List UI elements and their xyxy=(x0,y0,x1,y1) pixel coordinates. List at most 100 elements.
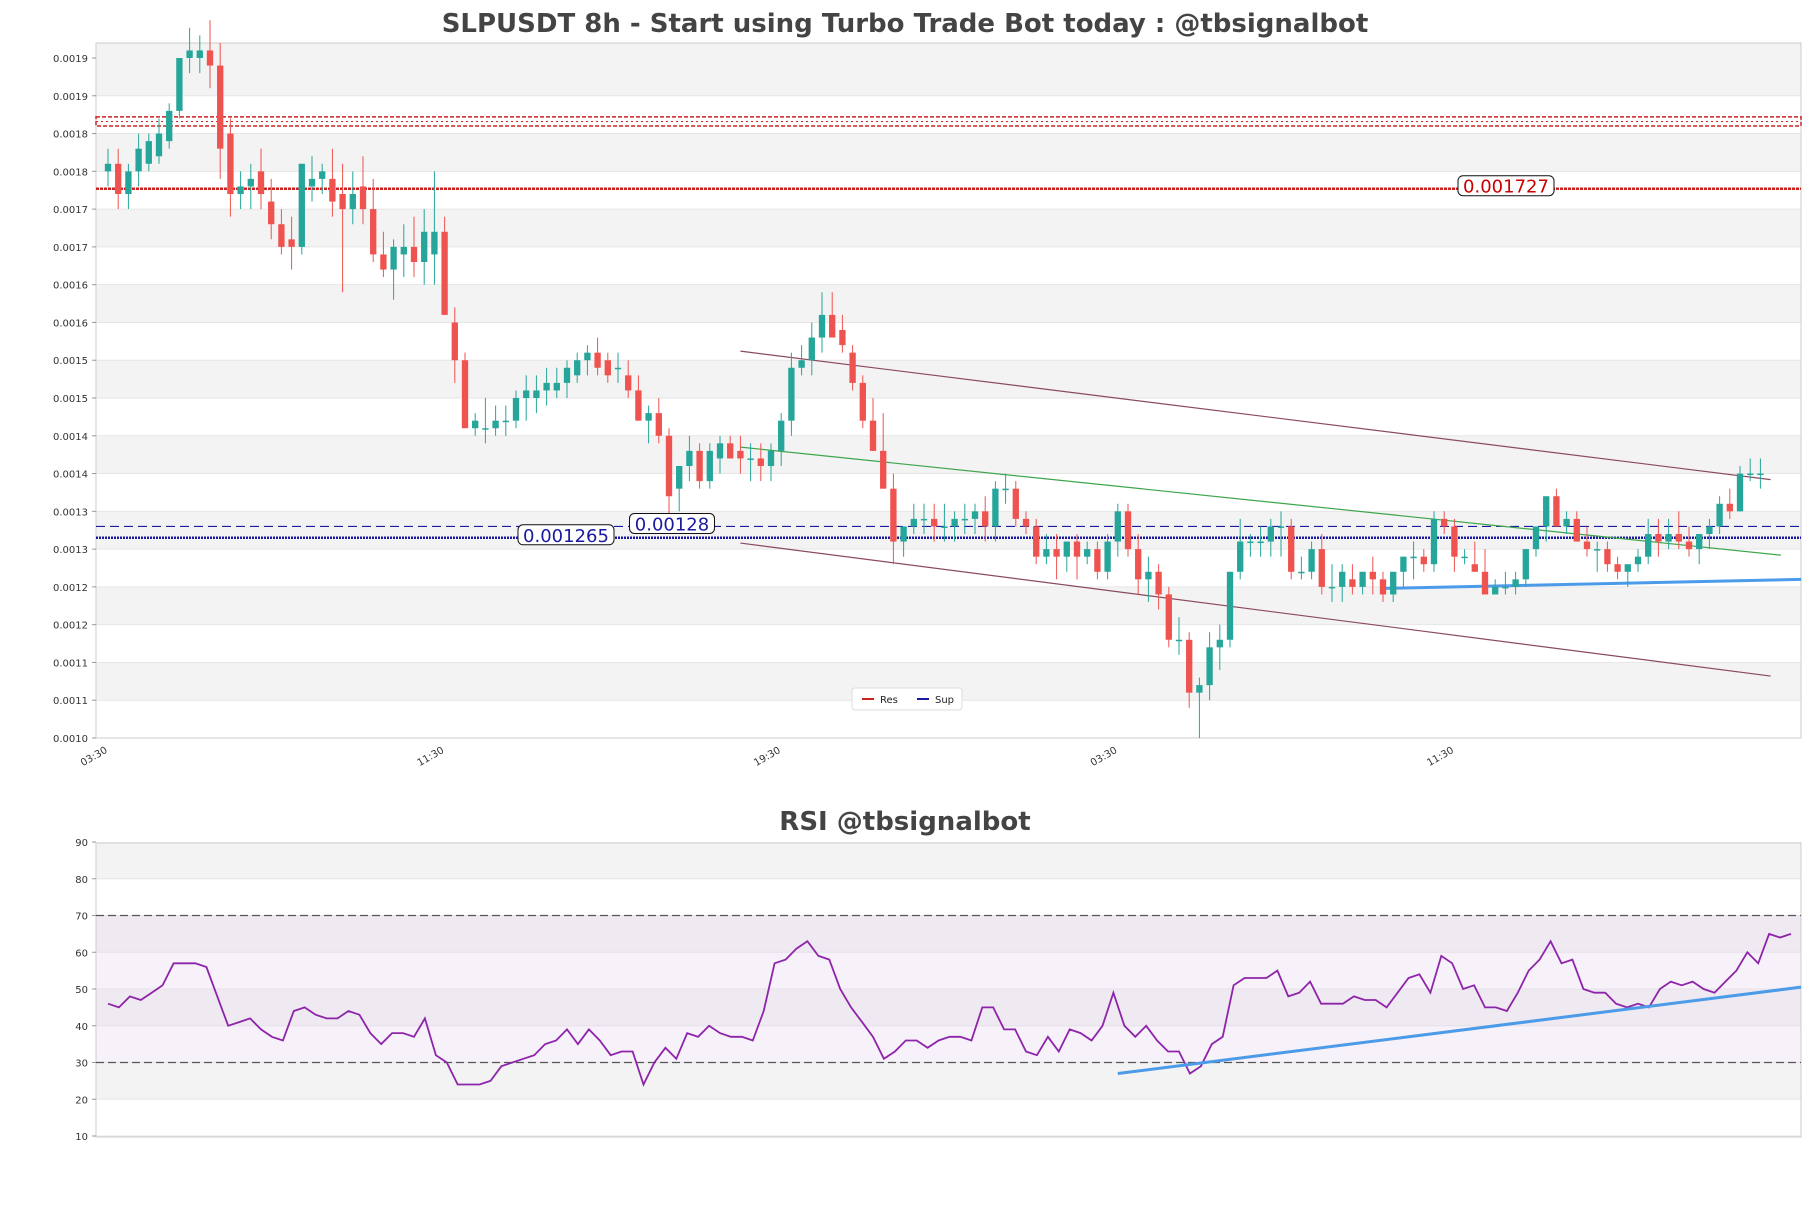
candle xyxy=(1543,496,1550,542)
candle-body xyxy=(492,420,499,429)
x-tick-label: 11:30 xyxy=(1425,745,1455,769)
band xyxy=(96,58,1801,96)
candle-body xyxy=(104,163,112,172)
candle xyxy=(1716,496,1723,534)
candle-body xyxy=(859,382,866,421)
candle xyxy=(1645,518,1652,565)
candle xyxy=(1237,518,1244,580)
candle-body xyxy=(298,163,305,247)
candle-body xyxy=(1583,541,1591,550)
candle xyxy=(1573,511,1580,542)
candle-body xyxy=(778,420,785,451)
candle xyxy=(319,163,326,194)
candle-body xyxy=(716,443,724,459)
candle-body xyxy=(584,352,591,361)
candle xyxy=(482,398,489,444)
candle-body xyxy=(1553,496,1560,527)
candle xyxy=(1002,473,1009,504)
candle xyxy=(1706,518,1713,550)
candle xyxy=(839,314,846,353)
rsi-band xyxy=(96,842,1801,879)
band xyxy=(96,209,1801,247)
candle-body xyxy=(1522,549,1529,580)
candle xyxy=(1594,541,1601,572)
candle xyxy=(1400,556,1407,587)
candle-body xyxy=(166,110,173,142)
candle-body xyxy=(237,186,244,194)
candle xyxy=(869,398,877,451)
candle-body xyxy=(951,518,958,527)
candle xyxy=(349,171,356,225)
candle xyxy=(1481,549,1489,595)
candle-body xyxy=(1502,586,1509,589)
candle xyxy=(941,503,948,542)
candle-body xyxy=(359,186,367,210)
candle-body xyxy=(176,58,183,111)
candle xyxy=(1471,541,1478,572)
candle xyxy=(441,216,448,315)
candle-body xyxy=(1267,526,1274,542)
candle xyxy=(461,352,469,429)
rsi-trendline xyxy=(1117,985,1802,1076)
candle-body xyxy=(574,360,581,376)
candle xyxy=(308,156,316,202)
y-tick-label: 0.0011 xyxy=(53,696,88,707)
candle xyxy=(1135,534,1142,595)
candle xyxy=(1022,511,1030,534)
candle-body xyxy=(1063,541,1070,557)
candle-body xyxy=(1420,556,1427,565)
candle xyxy=(1390,571,1397,602)
candle-body xyxy=(1135,549,1142,580)
candle-body xyxy=(982,511,989,527)
main-chart-frame xyxy=(95,42,1802,739)
candle xyxy=(206,20,214,89)
candle xyxy=(1726,488,1733,519)
candle-body xyxy=(1226,571,1234,640)
main-chart-bands xyxy=(96,43,1801,739)
support-dashed-label-box xyxy=(629,512,715,534)
candle xyxy=(268,178,275,240)
trendlines xyxy=(740,350,1802,677)
candle-body xyxy=(747,458,754,460)
candle-body xyxy=(1532,526,1540,550)
candle xyxy=(920,503,928,534)
candle-body xyxy=(1124,511,1132,550)
candle-body xyxy=(798,360,805,368)
candle-body xyxy=(410,246,418,262)
y-tick-label: 0.0019 xyxy=(53,54,88,65)
candle xyxy=(1349,564,1356,595)
candle xyxy=(1675,511,1682,550)
candle-body xyxy=(1349,579,1356,587)
candle xyxy=(1033,518,1040,565)
candle xyxy=(1155,564,1162,610)
candle xyxy=(1043,534,1050,565)
candle-body xyxy=(808,337,815,361)
y-tick-label: 0.0016 xyxy=(53,318,88,329)
candle xyxy=(1216,624,1223,670)
candle xyxy=(380,231,387,278)
candle xyxy=(676,466,683,512)
y-tick-label: 0.0016 xyxy=(53,281,88,292)
candle-body xyxy=(849,352,856,383)
candle xyxy=(961,503,968,534)
candle-body xyxy=(869,420,877,451)
y-tick-label: 0.0018 xyxy=(53,130,88,141)
candle xyxy=(604,352,611,383)
candle-body xyxy=(1512,579,1519,587)
candle-body xyxy=(1237,541,1244,572)
candle-body xyxy=(1165,594,1172,640)
candle-body xyxy=(523,390,530,398)
candle-body xyxy=(533,390,540,398)
candle xyxy=(1512,571,1519,595)
candle xyxy=(1583,526,1591,557)
y-tick-label: 0.0014 xyxy=(53,432,88,443)
candle xyxy=(859,375,866,429)
candle xyxy=(757,443,764,482)
candle xyxy=(818,292,826,353)
candle xyxy=(370,178,377,262)
candle xyxy=(788,352,795,436)
candle-body xyxy=(1451,526,1458,557)
candle-body xyxy=(1675,534,1682,542)
main-y-axis: 0.0010 0.0011 0.0011 0.0012 0.0012 0.0013 0.00… xyxy=(53,54,96,745)
